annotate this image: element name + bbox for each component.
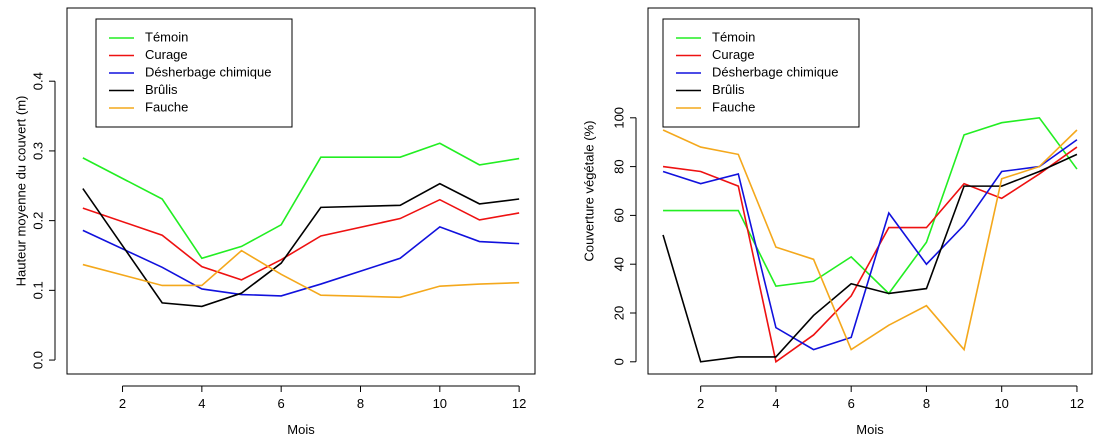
y-tick-label: 20 — [611, 306, 626, 320]
legend-label: Brûlis — [712, 82, 745, 97]
y-tick-label: 100 — [611, 107, 626, 129]
y-tick-label: 0.4 — [30, 72, 45, 90]
series-line-curage — [662, 146, 1078, 364]
legend-label: Témoin — [712, 29, 755, 44]
legend-label: Brûlis — [145, 82, 178, 97]
x-axis-title: Mois — [856, 422, 884, 437]
series-line-temoin — [82, 142, 520, 260]
y-axis-title: Couverture végétale (%) — [581, 121, 596, 262]
series-group — [82, 142, 520, 308]
series-group — [662, 116, 1078, 364]
x-axis-title: Mois — [287, 422, 315, 437]
x-tick-label: 8 — [357, 396, 364, 411]
series-line-desherbage-chimique — [82, 225, 520, 297]
series-line-brulis — [662, 153, 1078, 363]
plot-frame — [647, 7, 1093, 375]
legend-label: Témoin — [145, 29, 188, 44]
y-tick-label: 0 — [611, 358, 626, 365]
x-tick-label: 6 — [278, 396, 285, 411]
y-axis-title: Hauteur moyenne du couvert (m) — [13, 96, 28, 287]
legend-label: Fauche — [712, 99, 755, 114]
plot-frame — [66, 7, 536, 375]
legend-label: Désherbage chimique — [145, 64, 271, 79]
x-tick-label: 10 — [994, 396, 1008, 411]
chart-panel-height: 2 4 6 8 10 12 0.0 0.1 0.2 0.3 0.4 Mois Hauteur moyen… — [13, 7, 536, 437]
x-tick-label: 2 — [119, 396, 126, 411]
x-tick-label: 4 — [198, 396, 205, 411]
y-tick-label: 0.2 — [30, 212, 45, 230]
y-tick-label: 60 — [611, 208, 626, 222]
series-line-fauche — [662, 129, 1078, 352]
x-tick-label: 2 — [697, 396, 704, 411]
x-tick-label: 12 — [512, 396, 526, 411]
x-tick-label: 12 — [1070, 396, 1084, 411]
y-tick-label: 0.0 — [30, 351, 45, 369]
y-tick-label: 0.1 — [30, 281, 45, 299]
y-tick-label: 80 — [611, 159, 626, 173]
legend-label: Fauche — [145, 99, 188, 114]
series-line-brulis — [82, 182, 520, 308]
legend-label: Curage — [712, 47, 755, 62]
y-tick-label: 0.3 — [30, 142, 45, 160]
x-tick-label: 10 — [433, 396, 447, 411]
x-tick-label: 8 — [923, 396, 930, 411]
series-line-curage — [82, 198, 520, 281]
y-tick-label: 40 — [611, 257, 626, 271]
legend-box — [662, 18, 860, 128]
legend-label: Désherbage chimique — [712, 64, 838, 79]
chart-panel-coverage: 2 4 6 8 10 12 0 20 40 60 80 100 Mois Couverture végét… — [581, 7, 1093, 437]
x-tick-label: 6 — [848, 396, 855, 411]
series-line-desherbage-chimique — [662, 139, 1078, 351]
legend-label: Curage — [145, 47, 188, 62]
x-tick-label: 4 — [772, 396, 779, 411]
series-line-temoin — [663, 116, 1078, 295]
series-line-fauche — [82, 249, 520, 299]
